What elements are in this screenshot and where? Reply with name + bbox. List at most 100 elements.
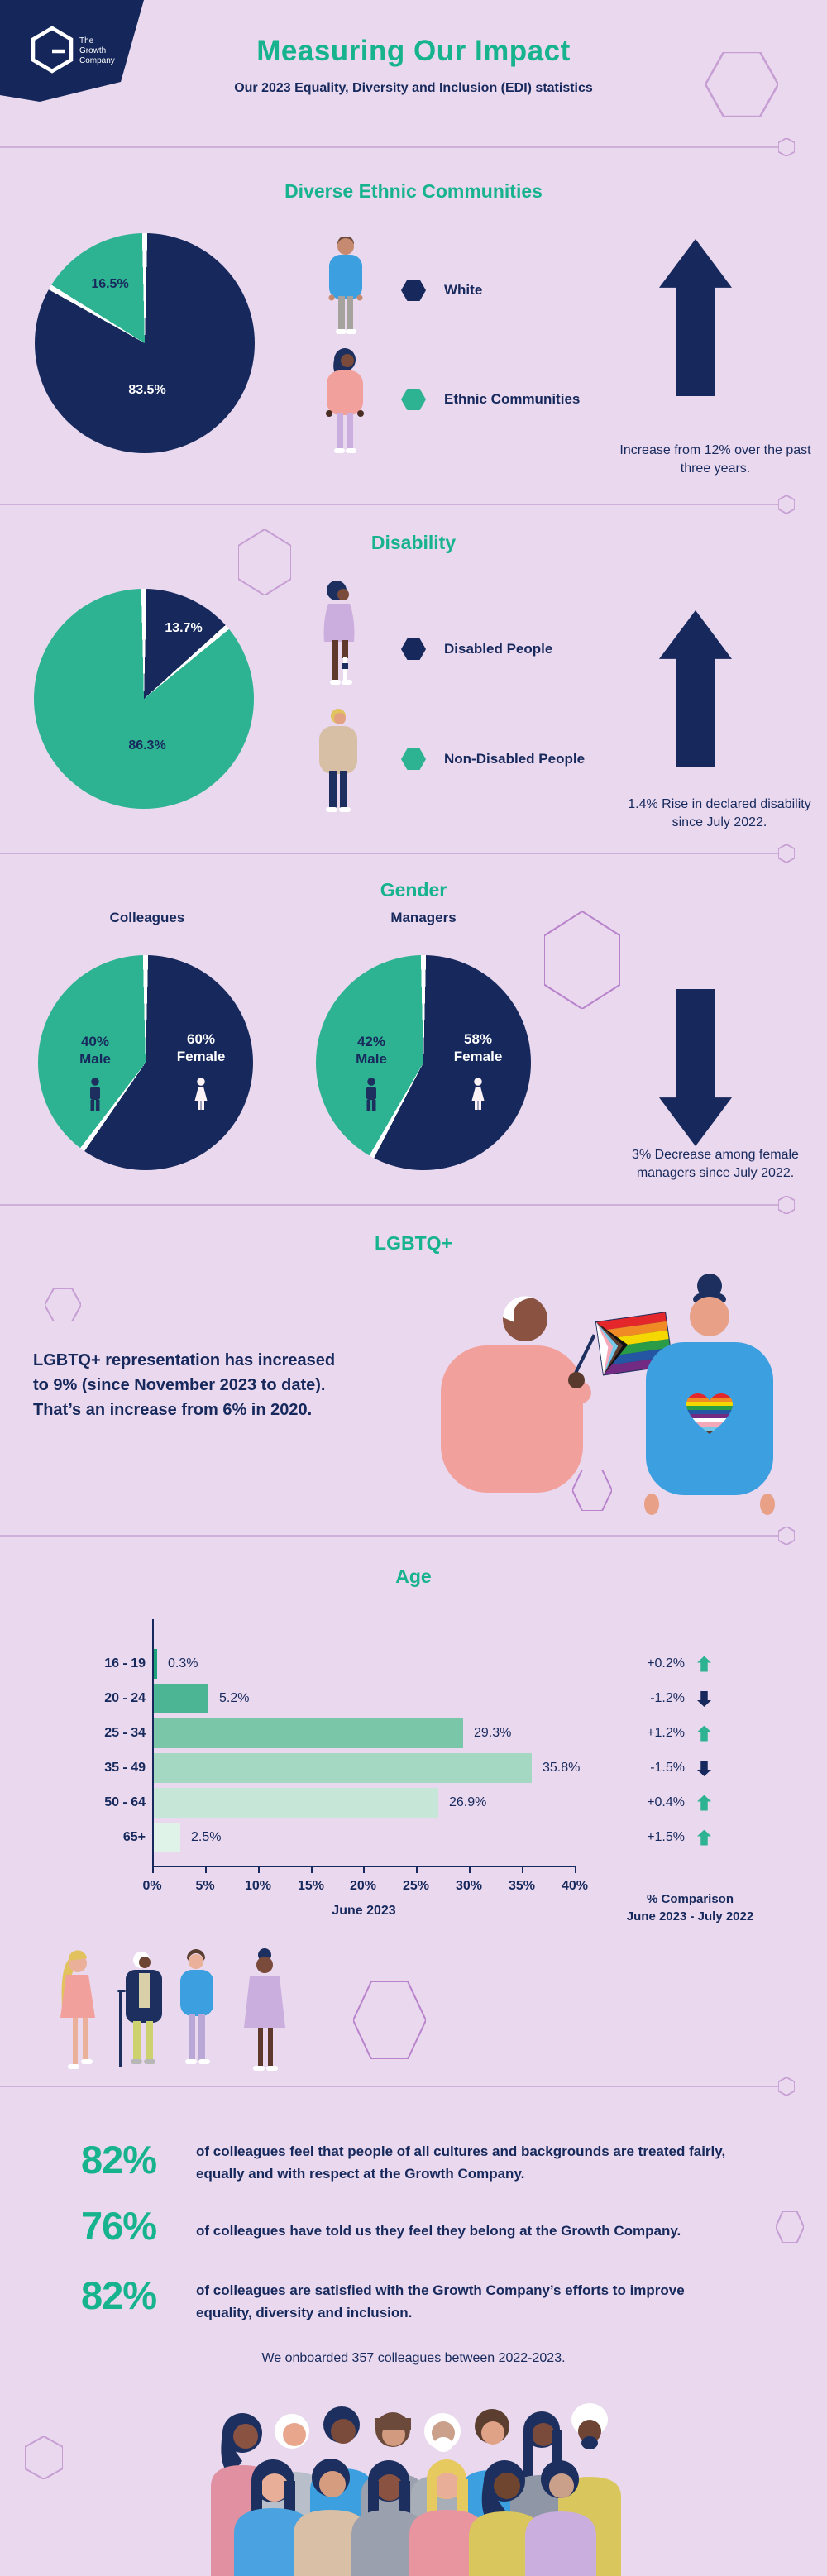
stat-number: 82%	[81, 2138, 157, 2182]
age-group-label: 35 - 49	[104, 1761, 146, 1775]
lgbtq-illustration	[441, 1274, 775, 1515]
trend-down-icon	[697, 1761, 711, 1776]
change-value: -1.2%	[650, 1691, 685, 1705]
logo-text: The Growth Company	[79, 36, 115, 66]
hexagon-decoration-icon	[572, 1470, 612, 1511]
change-value: +1.2%	[647, 1726, 685, 1740]
age-group-label: 25 - 34	[104, 1726, 146, 1740]
divider-hexagon-icon	[778, 2077, 795, 2096]
legend-label: White	[444, 282, 483, 298]
bar-value-label: 29.3%	[474, 1726, 512, 1740]
person-illustration-disabled-woman	[323, 581, 355, 685]
age-bar-chart: 16 - 19 0.3% 20 - 24 5.2% 25 - 34 29.3% …	[66, 1604, 761, 1935]
growth-company-hexagon-logo-icon	[31, 26, 74, 74]
crowd-illustration	[211, 2403, 621, 2576]
x-tick-label: 0%	[142, 1879, 162, 1893]
comparison-column: +0.2% -1.2% +1.2% -1.5% +0.4% +1.5%	[587, 1604, 711, 1869]
stat-text: of colleagues have told us they feel the…	[196, 2223, 681, 2239]
x-tick-label: 40%	[561, 1879, 589, 1893]
person-illustration-man-beige	[319, 709, 357, 812]
bar-row: 35 - 49 35.8%	[66, 1753, 761, 1783]
teal-hexagon-swatch-icon	[401, 748, 426, 770]
legend-item-ethnic-communities: Ethnic Communities	[401, 389, 580, 410]
legend-label: Ethnic Communities	[444, 391, 581, 407]
bar-value-label: 35.8%	[543, 1761, 581, 1775]
stat-number: 76%	[81, 2204, 157, 2248]
section-divider	[0, 138, 795, 156]
x-axis-caption: June 2023	[332, 1904, 396, 1918]
trend-up-icon	[697, 1725, 711, 1742]
comparison-row: +1.2%	[647, 1718, 711, 1748]
female-share-label: 60% Female	[176, 1031, 226, 1064]
trend-down-icon	[697, 1691, 711, 1707]
pie-slice-label: 16.5%	[91, 277, 129, 291]
bar-row: 25 - 34 29.3%	[66, 1718, 761, 1748]
onboarding-note: We onboarded 357 colleagues between 2022…	[261, 2351, 566, 2365]
section-title-gender: Gender	[380, 879, 447, 901]
page-subtitle: Our 2023 Equality, Diversity and Inclusi…	[234, 81, 593, 95]
teal-hexagon-swatch-icon	[401, 389, 426, 410]
comparison-row: -1.5%	[650, 1753, 711, 1783]
increase-arrow-icon	[659, 239, 732, 396]
bar	[154, 1649, 157, 1679]
bar-value-label: 2.5%	[191, 1830, 222, 1844]
male-figure-icon	[366, 1078, 376, 1111]
bar	[154, 1788, 438, 1818]
ethnic-note: Increase from 12% over the past three ye…	[619, 443, 811, 476]
x-tick-label: 20%	[349, 1879, 377, 1893]
section-divider	[0, 2077, 795, 2096]
section-title-lgbtq: LGBTQ+	[375, 1232, 452, 1254]
x-tick-label: 15%	[297, 1879, 325, 1893]
legend-item-non-disabled: Non-Disabled People	[401, 748, 585, 770]
hexagon-decoration-icon	[705, 52, 778, 117]
bar-row: 20 - 24 5.2%	[66, 1684, 761, 1713]
ethnic-pie-chart: 16.5% 83.5%	[35, 233, 255, 453]
stat-text: of colleagues are satisfied with the Gro…	[196, 2282, 685, 2320]
navy-hexagon-swatch-icon	[401, 638, 426, 660]
hexagon-decoration-icon	[25, 2436, 63, 2479]
bar-row: 16 - 19 0.3%	[66, 1649, 761, 1679]
increase-arrow-icon	[659, 610, 732, 767]
pie-slice-label: 86.3%	[128, 738, 166, 753]
comparison-row: -1.2%	[650, 1684, 711, 1713]
pie-slice-label: 13.7%	[165, 621, 203, 635]
change-value: +0.2%	[647, 1656, 685, 1670]
section-divider	[0, 1527, 795, 1545]
legend-item-disabled: Disabled People	[401, 638, 552, 660]
change-value: +0.4%	[647, 1795, 685, 1809]
female-figure-icon	[194, 1078, 208, 1110]
comparison-row: +0.2%	[647, 1649, 711, 1679]
x-tick-label: 30%	[455, 1879, 483, 1893]
disability-pie-chart: 13.7% 86.3%	[34, 589, 254, 809]
age-group-label: 20 - 24	[104, 1691, 146, 1705]
male-share-label: 40% Male	[79, 1034, 111, 1067]
colleagues-chart-label: Colleagues	[109, 910, 185, 925]
bar	[154, 1684, 208, 1713]
section-divider	[0, 844, 795, 863]
bar	[154, 1718, 463, 1748]
logo-badge: The Growth Company	[0, 0, 153, 106]
disability-note: 1.4% Rise in declared disability since J…	[628, 797, 811, 829]
bar	[154, 1753, 532, 1783]
pie-slice-label: 83.5%	[128, 383, 166, 397]
bar-value-label: 26.9%	[449, 1795, 487, 1809]
trend-up-icon	[697, 1795, 711, 1811]
lgbtq-statement: LGBTQ+ representation has increased to 9…	[33, 1351, 336, 1419]
navy-hexagon-swatch-icon	[401, 280, 426, 301]
page-title: Measuring Our Impact	[256, 35, 571, 67]
logo-line: The	[79, 36, 94, 45]
comparison-row: +1.5%	[647, 1823, 711, 1852]
logo-line: Company	[79, 56, 115, 65]
male-figure-icon	[90, 1078, 100, 1111]
divider-hexagon-icon	[778, 1527, 795, 1545]
age-group-label: 16 - 19	[104, 1656, 146, 1670]
logo-line: Growth	[79, 46, 107, 55]
section-divider	[0, 495, 795, 514]
x-tick-label: 25%	[402, 1879, 430, 1893]
comparison-row: +0.4%	[647, 1788, 711, 1818]
person-illustration-woman-hijab	[326, 348, 364, 453]
comparison-caption: % Comparison June 2023 - July 2022	[626, 1892, 754, 1924]
divider-hexagon-icon	[778, 844, 795, 863]
stat-number: 82%	[81, 2273, 157, 2317]
